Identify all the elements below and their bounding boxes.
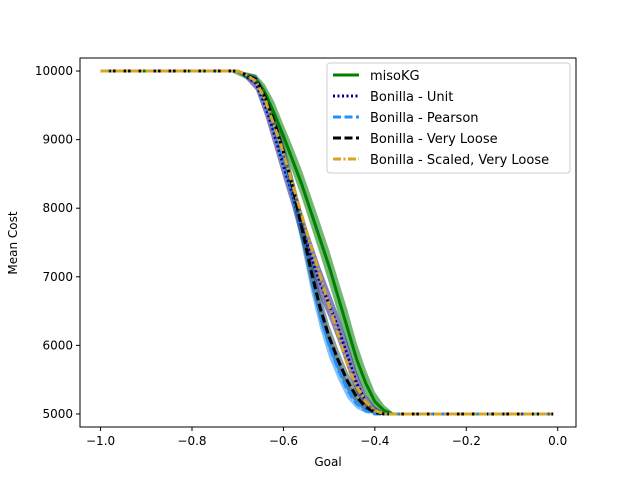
legend: misoKG Bonilla - Unit Bonilla - Pearson Bon…: [326, 62, 571, 174]
series-line-4: [100, 69, 554, 416]
plot-frame: [79, 57, 577, 428]
y-tick-label: 8000: [42, 201, 73, 215]
legend-label-1: Bonilla - Unit: [370, 90, 453, 105]
y-axis-ticks: 5000 6000 7000 8000 9000 10000: [35, 64, 80, 421]
x-tick-label: −0.6: [269, 434, 298, 448]
x-tick-label: 0.0: [548, 434, 567, 448]
series-line-3: [100, 69, 554, 416]
y-tick-label: 6000: [42, 338, 73, 352]
y-tick-label: 10000: [35, 64, 73, 78]
y-axis-label: Mean Cost: [6, 211, 20, 274]
x-axis-label: Goal: [314, 455, 341, 469]
legend-label-0: misoKG: [370, 69, 420, 84]
x-axis-ticks: −1.0 −0.8 −0.6 −0.4 −0.2 0.0: [86, 427, 567, 448]
y-tick-label: 5000: [42, 407, 73, 421]
y-tick-label: 7000: [42, 270, 73, 284]
legend-label-3: Bonilla - Very Loose: [370, 132, 498, 147]
band-0: [228, 71, 394, 414]
series-lines: [100, 69, 554, 416]
legend-label-4: Bonilla - Scaled, Very Loose: [370, 153, 549, 168]
x-tick-label: −0.2: [452, 434, 481, 448]
y-tick-label: 9000: [42, 133, 73, 147]
x-tick-label: −1.0: [86, 434, 115, 448]
series-line-0: [100, 69, 554, 416]
x-tick-label: −0.8: [177, 434, 206, 448]
x-tick-label: −0.4: [360, 434, 389, 448]
legend-label-2: Bonilla - Pearson: [370, 111, 479, 126]
band-1: [237, 71, 384, 414]
legend-box: [326, 62, 571, 174]
